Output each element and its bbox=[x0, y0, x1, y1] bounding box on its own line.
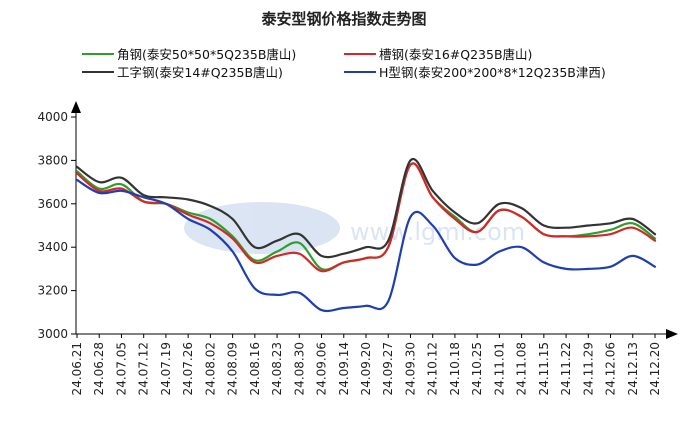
y-tick-label: 3600 bbox=[37, 197, 68, 211]
x-tick-label: 24.08.23 bbox=[270, 342, 284, 395]
x-tick-label: 24.11.15 bbox=[537, 342, 551, 395]
y-tick-label: 3800 bbox=[37, 153, 68, 167]
y-axis-arrow bbox=[71, 101, 81, 113]
x-axis-ticks: 24.06.21 24.06.28 24.07.05 24.07.12 24.07.19… bbox=[70, 334, 662, 395]
x-tick-label: 24.11.29 bbox=[581, 342, 595, 395]
x-tick-label: 24.09.27 bbox=[381, 342, 395, 395]
y-tick-label: 4000 bbox=[37, 110, 68, 124]
x-tick-label: 24.08.30 bbox=[292, 342, 306, 395]
x-tick-label: 24.07.26 bbox=[181, 342, 195, 395]
x-tick-label: 24.12.20 bbox=[648, 342, 662, 395]
watermark: www.lgmi.com bbox=[184, 202, 525, 254]
chart-title: 泰安型钢价格指数走势图 bbox=[261, 10, 427, 28]
legend-swatch-ibeam bbox=[82, 70, 114, 73]
legend-label-ibeam: 工字钢(泰安14#Q235B唐山) bbox=[117, 65, 283, 80]
axes bbox=[71, 101, 678, 339]
x-tick-label: 24.09.30 bbox=[403, 342, 417, 395]
x-tick-label: 24.10.18 bbox=[448, 342, 462, 395]
x-axis-arrow bbox=[666, 329, 678, 339]
series-line-channel-steel bbox=[75, 162, 657, 273]
x-tick-label: 24.08.09 bbox=[226, 342, 240, 395]
x-tick-label: 24.11.08 bbox=[515, 342, 529, 395]
x-tick-label: 24.11.01 bbox=[492, 342, 506, 395]
legend-label-hbeam: H型钢(泰安200*200*8*12Q235B津西) bbox=[379, 65, 606, 80]
series-line-angle-steel bbox=[75, 162, 657, 271]
x-tick-label: 24.07.12 bbox=[137, 342, 151, 395]
series-line-i-beam bbox=[75, 157, 657, 259]
x-tick-label: 24.10.12 bbox=[426, 342, 440, 395]
x-tick-label: 24.07.19 bbox=[159, 342, 173, 395]
legend-item-ibeam: 工字钢(泰安14#Q235B唐山) bbox=[82, 62, 283, 81]
y-axis-ticks: 3000 3200 3400 3600 3800 4000 bbox=[37, 110, 76, 341]
legend-label-angle: 角钢(泰安50*50*5Q235B唐山) bbox=[117, 47, 297, 62]
y-tick-label: 3200 bbox=[37, 284, 68, 298]
legend-item-channel: 槽钢(泰安16#Q235B唐山) bbox=[344, 44, 532, 63]
y-tick-label: 3400 bbox=[37, 240, 68, 254]
series-line-h-beam bbox=[75, 178, 657, 313]
y-tick-label: 3000 bbox=[37, 327, 68, 341]
legend-item-hbeam: H型钢(泰安200*200*8*12Q235B津西) bbox=[344, 62, 606, 81]
legend-swatch-channel bbox=[344, 52, 376, 55]
x-tick-label: 24.09.14 bbox=[337, 342, 351, 395]
x-tick-label: 24.09.20 bbox=[359, 342, 373, 395]
x-tick-label: 24.06.28 bbox=[92, 342, 106, 395]
x-tick-label: 24.12.13 bbox=[626, 342, 640, 395]
x-tick-label: 24.06.21 bbox=[70, 342, 84, 395]
x-tick-label: 24.10.25 bbox=[470, 342, 484, 395]
x-tick-label: 24.09.06 bbox=[315, 342, 329, 395]
legend-swatch-hbeam bbox=[344, 70, 376, 73]
x-tick-label: 24.11.22 bbox=[559, 342, 573, 395]
x-tick-label: 24.08.16 bbox=[248, 342, 262, 395]
series-layer bbox=[75, 157, 657, 313]
x-tick-label: 24.12.06 bbox=[604, 342, 618, 395]
legend-item-angle: 角钢(泰安50*50*5Q235B唐山) bbox=[82, 44, 296, 63]
legend-label-channel: 槽钢(泰安16#Q235B唐山) bbox=[379, 47, 533, 62]
legend-swatch-angle bbox=[82, 52, 114, 55]
x-tick-label: 24.07.05 bbox=[114, 342, 128, 395]
x-tick-label: 24.08.02 bbox=[203, 342, 217, 395]
